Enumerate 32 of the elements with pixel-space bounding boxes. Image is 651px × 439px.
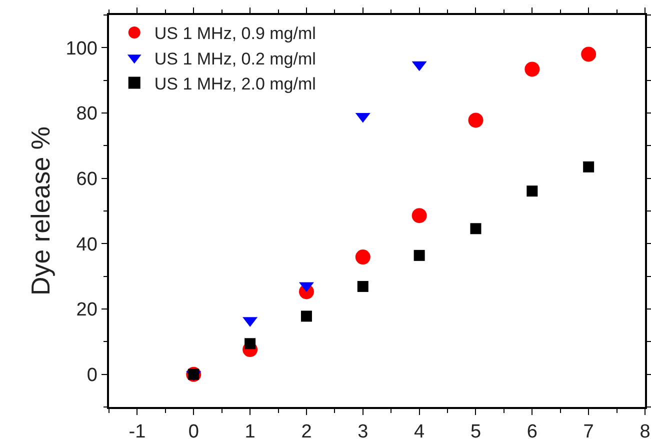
- y-tick-label: 60: [76, 168, 98, 190]
- x-tick-label: 7: [583, 422, 594, 439]
- point: [470, 223, 482, 234]
- point: [414, 250, 425, 261]
- y-tick-label: 20: [76, 300, 98, 321]
- point: [355, 250, 370, 265]
- x-tick-label: 5: [470, 422, 482, 439]
- legend-label: US 1 MHz, 2.0 mg/ml: [154, 74, 316, 94]
- legend-label: US 1 MHz, 0.2 mg/ml: [154, 49, 316, 68]
- point: [581, 46, 596, 62]
- x-tick-label: 8: [640, 422, 650, 439]
- point: [524, 62, 540, 77]
- y-axis-title: Dye release %: [26, 126, 56, 296]
- y-tick-label: 80: [76, 104, 98, 125]
- x-tick-label: 0: [188, 422, 199, 439]
- point: [300, 310, 312, 322]
- point: [244, 338, 256, 350]
- point: [468, 112, 484, 128]
- x-tick-label: 4: [414, 422, 426, 439]
- point: [357, 280, 368, 292]
- point: [526, 186, 538, 197]
- y-tick-label: 100: [66, 38, 98, 60]
- x-tick-label: 1: [244, 422, 256, 439]
- y-tick-label: 40: [76, 234, 98, 256]
- x-tick-label: 2: [301, 422, 312, 439]
- y-tick-label: 0: [86, 364, 98, 386]
- legend-label: US 1 MHz, 0.9 mg/ml: [154, 24, 316, 44]
- point: [412, 208, 427, 224]
- x-tick-label: 6: [526, 422, 538, 439]
- x-tick-label: 3: [358, 422, 368, 439]
- x-tick-label: -1: [128, 422, 146, 439]
- point: [583, 161, 594, 172]
